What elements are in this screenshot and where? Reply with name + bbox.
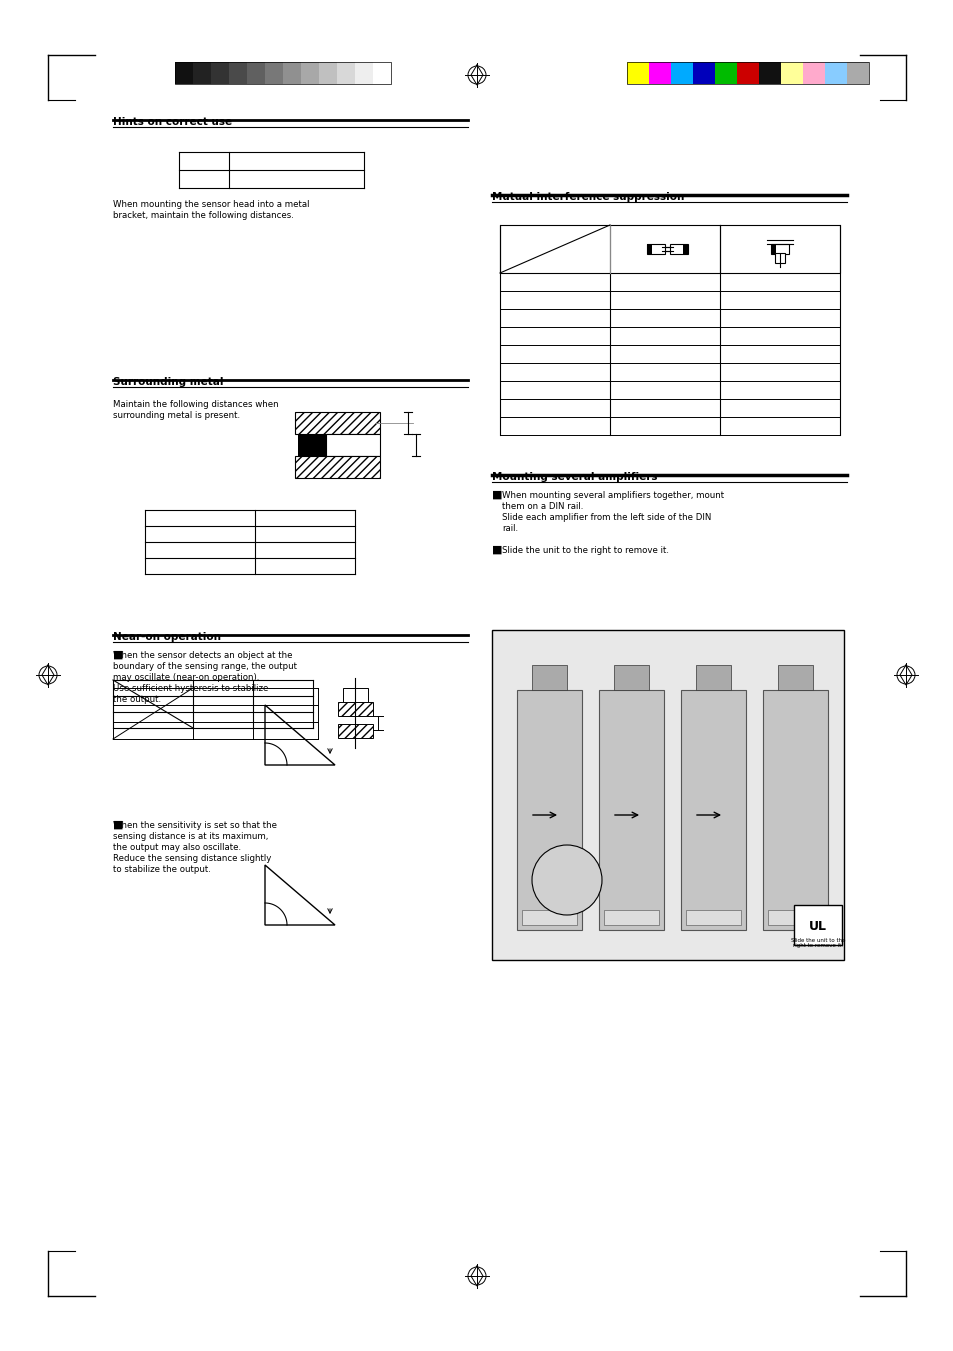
Bar	[626, 62, 868, 84]
Text: ■: ■	[112, 650, 123, 661]
Text: Mounting several amplifiers: Mounting several amplifiers	[492, 471, 657, 482]
Bar	[603, 911, 659, 925]
Bar	[337, 703, 373, 716]
Text: may oscillate (near-on operation).: may oscillate (near-on operation).	[112, 673, 259, 682]
Bar	[174, 62, 391, 84]
Bar	[846, 62, 868, 84]
Text: UL: UL	[808, 920, 826, 934]
Text: When the sensor detects an object at the: When the sensor detects an object at the	[112, 651, 293, 661]
Text: the output.: the output.	[112, 694, 161, 704]
Text: rail.: rail.	[501, 524, 517, 534]
Bar	[343, 688, 368, 703]
Bar	[680, 690, 745, 929]
Bar	[646, 245, 651, 254]
Bar	[532, 665, 566, 690]
Bar	[737, 62, 759, 84]
Text: ■: ■	[492, 544, 502, 555]
Bar	[781, 62, 802, 84]
Bar	[670, 62, 692, 84]
Bar	[373, 62, 391, 84]
Bar	[499, 226, 840, 273]
Bar	[778, 665, 812, 690]
Bar	[770, 245, 775, 254]
Bar	[336, 62, 355, 84]
Text: right to remove it.: right to remove it.	[792, 943, 842, 947]
Bar	[802, 62, 824, 84]
Bar	[326, 434, 379, 457]
Text: Mutual interference suppression: Mutual interference suppression	[492, 192, 683, 203]
Bar	[692, 62, 714, 84]
Text: them on a DIN rail.: them on a DIN rail.	[501, 503, 583, 511]
Text: Reduce the sensing distance slightly: Reduce the sensing distance slightly	[112, 854, 271, 863]
Text: Near-on operation: Near-on operation	[112, 632, 221, 642]
Bar	[294, 412, 379, 434]
Bar	[759, 62, 781, 84]
Bar	[648, 62, 670, 84]
Bar	[626, 62, 648, 84]
Text: Surrounding metal: Surrounding metal	[112, 377, 223, 386]
Bar	[355, 62, 373, 84]
Bar	[318, 62, 336, 84]
Text: surrounding metal is present.: surrounding metal is present.	[112, 411, 240, 420]
Bar	[793, 905, 841, 944]
Bar	[682, 245, 687, 254]
Bar	[696, 665, 730, 690]
Text: When the sensitivity is set so that the: When the sensitivity is set so that the	[112, 821, 276, 830]
Text: Maintain the following distances when: Maintain the following distances when	[112, 400, 278, 409]
Circle shape	[532, 844, 601, 915]
Bar	[614, 665, 648, 690]
Bar	[211, 62, 229, 84]
Bar	[492, 630, 843, 961]
Text: bracket, maintain the following distances.: bracket, maintain the following distance…	[112, 211, 294, 220]
Bar	[774, 253, 784, 263]
Text: Slide each amplifier from the left side of the DIN: Slide each amplifier from the left side …	[501, 513, 711, 521]
Bar	[283, 62, 301, 84]
Bar	[521, 911, 577, 925]
Bar	[598, 690, 663, 929]
Bar	[247, 62, 265, 84]
Bar	[646, 245, 664, 254]
Text: When mounting several amplifiers together, mount: When mounting several amplifiers togethe…	[501, 490, 723, 500]
Bar	[265, 62, 283, 84]
Text: ■: ■	[112, 820, 123, 830]
Bar	[824, 62, 846, 84]
Bar	[301, 62, 318, 84]
Bar	[714, 62, 737, 84]
Text: to stabilize the output.: to stabilize the output.	[112, 865, 211, 874]
Bar	[770, 245, 788, 254]
Bar	[297, 434, 326, 457]
Text: boundary of the sensing range, the output: boundary of the sensing range, the outpu…	[112, 662, 296, 671]
Text: sensing distance is at its maximum,: sensing distance is at its maximum,	[112, 832, 268, 842]
Text: Use sufficient hysteresis to stabilize: Use sufficient hysteresis to stabilize	[112, 684, 268, 693]
Text: Slide the unit to the right to remove it.: Slide the unit to the right to remove it…	[501, 546, 668, 555]
Text: Hints on correct use: Hints on correct use	[112, 118, 232, 127]
Bar	[174, 62, 193, 84]
Bar	[685, 911, 740, 925]
Text: the output may also oscillate.: the output may also oscillate.	[112, 843, 241, 852]
Bar	[767, 911, 822, 925]
Text: ■: ■	[492, 490, 502, 500]
Text: When mounting the sensor head into a metal: When mounting the sensor head into a met…	[112, 200, 309, 209]
Bar	[669, 245, 687, 254]
Bar	[517, 690, 581, 929]
Bar	[193, 62, 211, 84]
Text: Slide the unit to the: Slide the unit to the	[790, 938, 844, 943]
Bar	[229, 62, 247, 84]
Bar	[762, 690, 827, 929]
Bar	[337, 724, 373, 738]
Bar	[294, 457, 379, 478]
